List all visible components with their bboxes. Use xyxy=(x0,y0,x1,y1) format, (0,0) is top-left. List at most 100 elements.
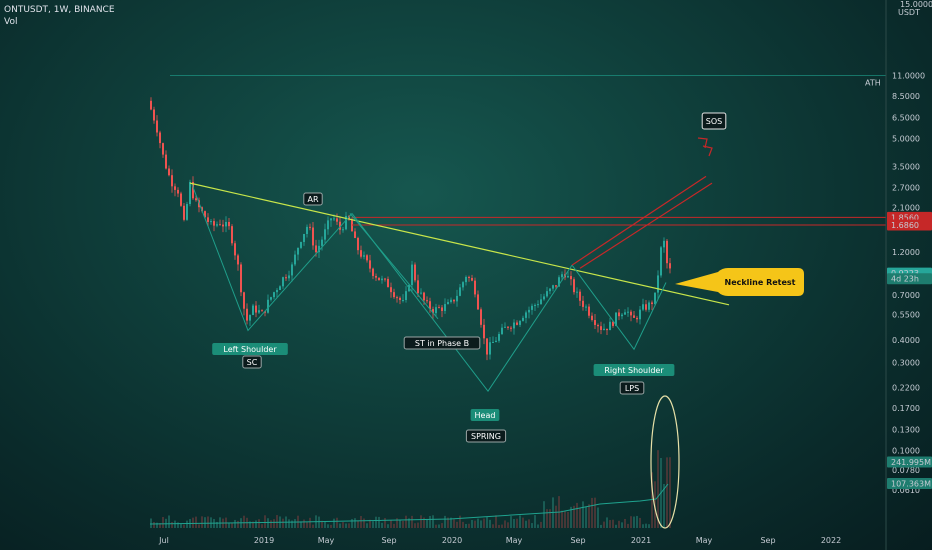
candle-body xyxy=(207,217,209,222)
volume-bar xyxy=(654,481,656,528)
candle-body xyxy=(549,288,551,292)
label-left-shoulder-bg xyxy=(212,343,288,355)
price-marker-bg xyxy=(887,273,932,285)
volume-bar xyxy=(627,523,629,528)
candle-body xyxy=(462,282,464,288)
volume-indicator-label[interactable]: Vol xyxy=(4,17,18,27)
candle-body xyxy=(480,309,482,325)
candle-body xyxy=(339,221,341,230)
volume-bar xyxy=(255,520,257,528)
ath-label: ATH xyxy=(865,78,881,87)
candle-body xyxy=(165,154,167,169)
candle-body xyxy=(555,285,557,287)
candle-body xyxy=(168,168,170,176)
chart-header: ONTUSDT, 1W, BINANCE Vol xyxy=(4,4,115,28)
label-lps: LPS xyxy=(619,381,645,395)
volume-bar xyxy=(270,520,272,528)
candle-body xyxy=(342,229,344,231)
volume-bar xyxy=(537,524,539,528)
volume-bar xyxy=(570,506,572,528)
candle-body xyxy=(468,276,470,278)
label-right-shoulder-bg xyxy=(593,364,675,376)
time-tick-label: May xyxy=(506,536,523,545)
symbol-title[interactable]: ONTUSDT, 1W, BINANCE xyxy=(4,5,115,15)
volume-bar xyxy=(516,518,518,528)
candle-body xyxy=(450,299,452,303)
candle-body xyxy=(153,109,155,121)
price-marker-label: 1.6860 xyxy=(891,221,919,230)
candle-body xyxy=(525,312,527,318)
candle-body xyxy=(426,300,428,302)
volume-bar xyxy=(390,520,392,528)
price-tick-label: 0.3000 xyxy=(892,359,920,368)
volume-bar xyxy=(495,515,497,528)
candle-body xyxy=(651,302,653,305)
candle-body xyxy=(546,291,548,297)
volume-bar xyxy=(423,517,425,528)
volume-bar xyxy=(228,522,230,528)
label-st-phase-b: ST in Phase B xyxy=(403,336,481,350)
candle-body xyxy=(456,295,458,302)
volume-bar xyxy=(456,521,458,528)
candle-body xyxy=(516,322,518,325)
volume-bar xyxy=(387,524,389,528)
candle-body xyxy=(216,224,218,226)
label-head: Head xyxy=(470,409,500,421)
candle-body xyxy=(624,312,626,315)
volume-bar xyxy=(288,519,290,528)
price-tick-label: 3.5000 xyxy=(892,163,920,172)
volume-bar xyxy=(294,519,296,528)
candle-body xyxy=(237,255,239,265)
time-axis[interactable]: Jul 2019 May Sep 2020 May Sep 2021 May Sep 2022 xyxy=(158,536,841,545)
price-marker-bg xyxy=(887,478,932,490)
price-tick-label: 0.0610 xyxy=(892,486,920,495)
volume-bar xyxy=(180,523,182,528)
volume-bar xyxy=(663,484,665,528)
volume-bar xyxy=(498,524,500,528)
volume-bar xyxy=(414,523,416,528)
volume-bar xyxy=(666,457,668,528)
volume-bar xyxy=(585,506,587,528)
candle-body xyxy=(249,315,251,321)
candle-body xyxy=(306,226,308,235)
candle-body xyxy=(225,221,227,227)
volume-bar xyxy=(249,521,251,528)
volume-bar xyxy=(267,518,269,528)
candle-body xyxy=(270,297,272,300)
volume-bar xyxy=(624,518,626,528)
volume-bar xyxy=(354,518,356,528)
volume-bar xyxy=(474,520,476,528)
candle-body xyxy=(477,294,479,310)
candle-body xyxy=(618,312,620,317)
volume-bar xyxy=(312,524,314,528)
time-tick-label: Sep xyxy=(381,536,396,545)
candle-body xyxy=(501,327,503,335)
candle-body xyxy=(300,242,302,248)
candle-body xyxy=(411,264,413,286)
volume-bar xyxy=(150,518,152,528)
price-tick-label: 0.1000 xyxy=(892,446,920,455)
volume-bar xyxy=(534,515,536,528)
volume-bar xyxy=(477,518,479,528)
candle-body xyxy=(396,297,398,299)
volume-bar xyxy=(642,524,644,528)
volume-bar xyxy=(480,520,482,528)
candle-body xyxy=(291,264,293,276)
volume-bar xyxy=(522,517,524,528)
candle-body xyxy=(522,317,524,321)
price-axis[interactable]: 11.0000 8.5000 6.5000 5.0000 3.5000 2.7000 2.1… xyxy=(885,0,932,550)
candle-body xyxy=(495,340,497,342)
candle-body xyxy=(459,287,461,296)
candle-body xyxy=(429,301,431,310)
sos-arrow-2 xyxy=(579,182,713,269)
candle-body xyxy=(621,314,623,317)
volume-bar xyxy=(441,523,443,528)
candle-body xyxy=(285,277,287,279)
candle-body xyxy=(405,291,407,301)
candle-body xyxy=(588,306,590,316)
label-left-shoulder: Left Shoulder xyxy=(212,343,288,355)
price-tick-label: 0.1300 xyxy=(892,425,920,434)
volume-bar xyxy=(252,521,254,528)
volume-bar xyxy=(489,519,491,528)
